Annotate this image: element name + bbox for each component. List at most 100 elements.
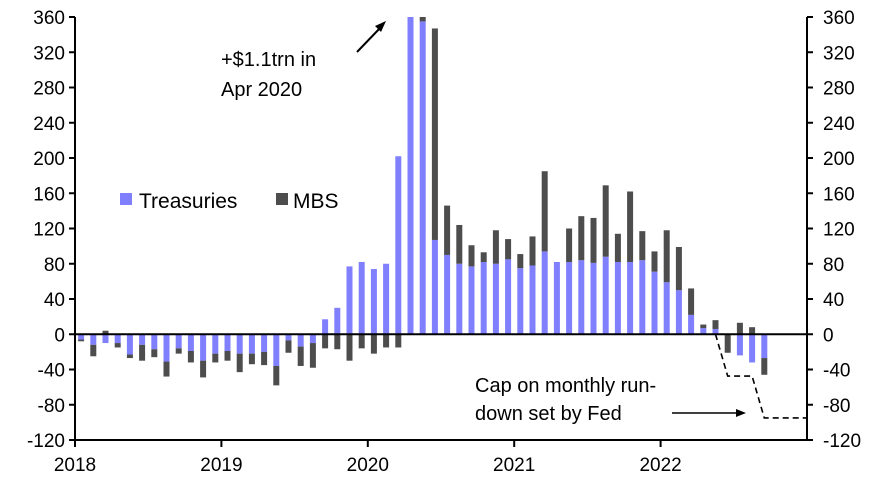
bar-treasuries-2020-07 (444, 254, 451, 335)
bar-treasuries-2019-11 (346, 266, 353, 335)
bar-mbs-2019-01 (224, 350, 231, 361)
bar-mbs-2018-01 (78, 339, 85, 342)
bar-treasuries-2021-03 (541, 251, 548, 335)
bar-mbs-2018-11 (200, 360, 207, 378)
annotation-peak-line2: Apr 2020 (221, 79, 302, 101)
annotation-peak: +$1.1trn in Apr 2020 (221, 21, 386, 101)
annotation-peak-arrow (356, 26, 382, 53)
bar-treasuries-2020-11 (492, 263, 499, 335)
x-tick-label: 2022 (639, 455, 681, 476)
arrowhead-icon (736, 409, 746, 417)
bar-treasuries-2020-08 (456, 263, 463, 335)
right-tick-label: 360 (823, 8, 855, 29)
bar-treasuries-2021-06 (578, 260, 585, 335)
left-tick-label: -120 (27, 431, 65, 452)
bar-treasuries-2019-12 (358, 261, 365, 335)
bar-mbs-2022-07 (736, 322, 743, 335)
bar-treasuries-2022-05 (712, 328, 719, 335)
right-tick-label: -80 (823, 396, 850, 417)
left-tick-label: 160 (33, 184, 65, 205)
bar-treasuries-2020-12 (505, 259, 512, 335)
bar-treasuries-2020-05 (419, 21, 426, 335)
bar-treasuries-2022-09 (761, 334, 768, 359)
bar-mbs-2018-08 (163, 361, 170, 377)
right-tick-label: 320 (823, 43, 855, 64)
annotation-peak-line1: +$1.1trn in (221, 49, 316, 71)
bar-mbs-2019-12 (358, 334, 365, 349)
bar-mbs-2021-03 (541, 171, 548, 252)
x-tick-label: 2021 (493, 455, 535, 476)
bar-treasuries-2019-09 (322, 319, 329, 335)
bar-treasuries-2020-04 (407, 17, 414, 335)
bar-mbs-2020-03 (395, 334, 402, 348)
left-tick-label: 40 (44, 290, 65, 311)
bar-treasuries-2021-02 (529, 265, 536, 335)
legend-label-mbs: MBS (293, 190, 339, 213)
x-tick-label: 2018 (54, 455, 96, 476)
bar-mbs-2018-02 (90, 344, 97, 357)
bar-treasuries-2021-07 (590, 262, 597, 335)
bar-mbs-2018-04 (114, 343, 121, 348)
bar-treasuries-2022-02 (675, 290, 682, 335)
bar-treasuries-2021-05 (566, 261, 573, 335)
left-tick-label: 320 (33, 43, 65, 64)
x-axis: 2018 2019 2020 2021 2022 (54, 440, 682, 476)
bar-mbs-2018-10 (187, 350, 194, 363)
bar-mbs-2022-06 (724, 334, 731, 353)
bar-treasuries-2018-05 (126, 334, 133, 355)
bar-treasuries-2018-10 (187, 334, 194, 351)
left-tick-label: -40 (38, 361, 65, 382)
bar-mbs-2019-05 (273, 365, 280, 386)
bar-treasuries-2020-06 (431, 239, 438, 335)
arrowhead-icon (375, 21, 386, 32)
bar-mbs-2022-03 (688, 288, 695, 315)
bar-mbs-2022-08 (749, 327, 756, 335)
bar-treasuries-2018-11 (200, 334, 207, 361)
bar-mbs-2021-10 (627, 191, 634, 262)
right-tick-label: -120 (823, 431, 861, 452)
left-tick-label: 80 (44, 255, 65, 276)
bar-treasuries-2021-12 (651, 271, 658, 335)
bar-mbs-2021-01 (517, 254, 524, 269)
bar-mbs-2019-11 (346, 334, 353, 361)
bar-mbs-2019-10 (334, 334, 341, 350)
right-y-axis: 360 320 280 240 200 160 120 80 40 0 -40 -80 -120 (807, 8, 861, 452)
bar-treasuries-2022-07 (736, 334, 743, 356)
bar-treasuries-2018-04 (114, 334, 121, 344)
bar-treasuries-2022-01 (663, 282, 670, 335)
bar-mbs-2021-11 (639, 231, 646, 261)
bar-treasuries-2021-11 (639, 260, 646, 335)
bar-mbs-2020-08 (456, 224, 463, 264)
right-tick-label: 80 (823, 255, 844, 276)
bar-treasuries-2018-06 (139, 334, 146, 345)
bar-treasuries-2019-06 (285, 334, 292, 341)
bar-mbs-2020-02 (383, 334, 390, 348)
bar-treasuries-2021-09 (614, 261, 621, 335)
left-tick-label: -80 (38, 396, 65, 417)
bar-treasuries-2018-12 (212, 334, 219, 354)
bar-mbs-2022-09 (761, 358, 768, 375)
bar-treasuries-2019-07 (297, 334, 304, 347)
bar-mbs-2019-02 (236, 353, 243, 373)
right-tick-label: -40 (823, 361, 850, 382)
bar-treasuries-2019-03 (248, 334, 255, 354)
bar-treasuries-2020-01 (370, 269, 377, 335)
right-tick-label: 280 (823, 79, 855, 100)
bar-treasuries-2021-01 (517, 268, 524, 335)
bar-mbs-2020-11 (492, 230, 499, 264)
bar-treasuries-2019-02 (236, 334, 243, 354)
bars-layer (78, 17, 768, 386)
bar-treasuries-2022-03 (688, 314, 695, 335)
bar-treasuries-2019-08 (309, 334, 316, 344)
bar-mbs-2021-07 (590, 217, 597, 263)
bar-mbs-2019-03 (248, 353, 255, 365)
bar-treasuries-2018-09 (175, 334, 182, 349)
bar-mbs-2019-07 (297, 346, 304, 366)
bar-mbs-2022-05 (712, 320, 719, 329)
bar-mbs-2018-05 (126, 354, 133, 359)
bar-treasuries-2019-04 (261, 334, 268, 352)
annotation-cap: Cap on monthly run- down set by Fed (475, 375, 746, 425)
annotation-cap-line1: Cap on monthly run- (475, 375, 656, 397)
bar-treasuries-2022-04 (700, 328, 707, 335)
